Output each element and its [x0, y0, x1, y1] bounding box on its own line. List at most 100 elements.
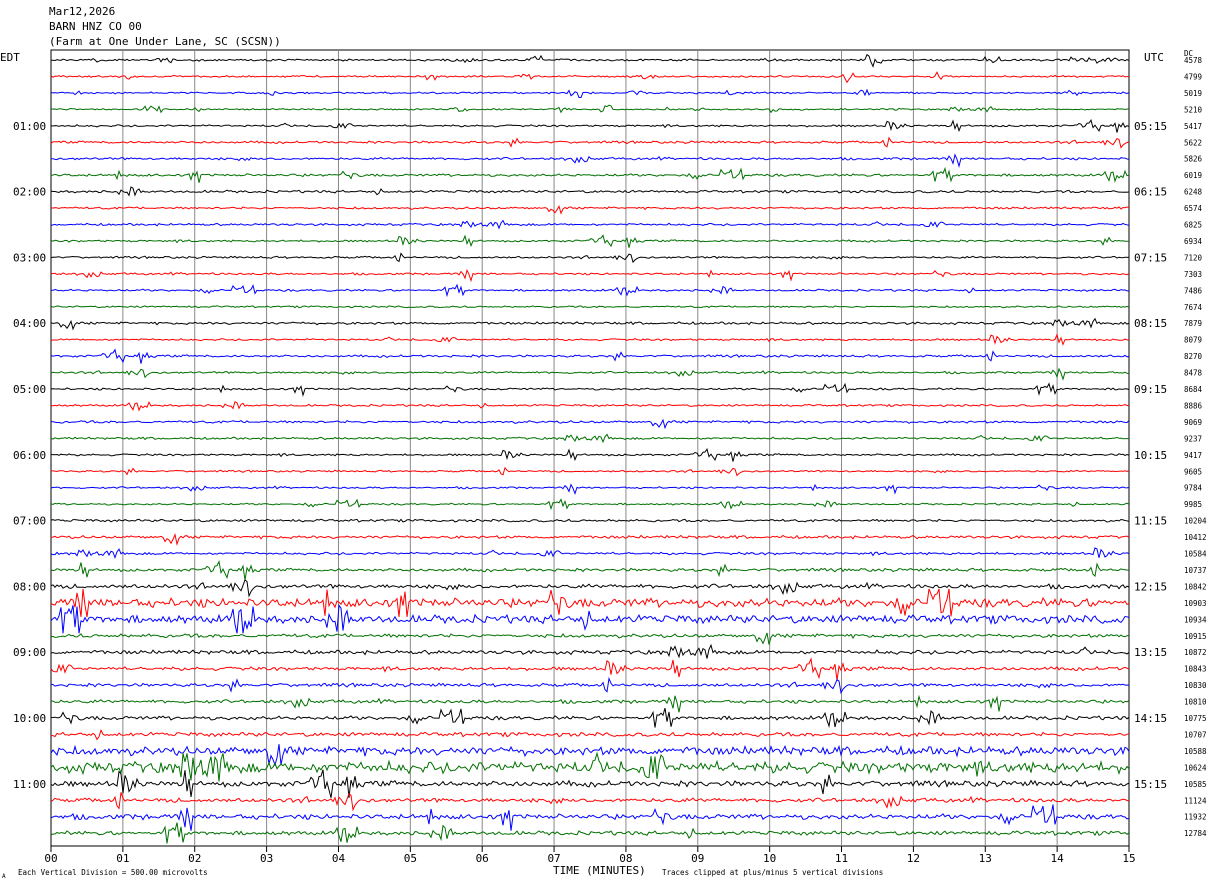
trace-line: [50, 588, 1130, 617]
trace-line: [50, 186, 1130, 197]
trace-dc-value: 5019: [1184, 89, 1202, 98]
trace-dc-value: 10843: [1184, 665, 1207, 674]
trace-dc-value: 10588: [1184, 747, 1207, 756]
trace-dc-value: 10775: [1184, 714, 1207, 723]
trace-dc-value: 9417: [1184, 451, 1202, 460]
trace-dc-value: 10903: [1184, 599, 1207, 608]
trace-dc-value: 5417: [1184, 122, 1202, 131]
trace-dc-value: 9069: [1184, 418, 1202, 427]
x-axis-label: TIME (MINUTES): [553, 864, 646, 877]
trace-line: [50, 547, 1130, 559]
trace-dc-value: 10934: [1184, 615, 1207, 624]
trace-dc-value: 4799: [1184, 72, 1202, 81]
edt-hour-label: 04:00: [13, 317, 46, 330]
trace-line: [50, 498, 1130, 511]
trace-dc-value: 10810: [1184, 698, 1207, 707]
trace-line: [50, 533, 1130, 546]
trace-dc-value: 5210: [1184, 105, 1203, 114]
trace-dc-value: 8886: [1184, 401, 1203, 410]
trace-dc-value: 9784: [1184, 484, 1203, 493]
x-tick-label: 01: [116, 852, 129, 865]
trace-line: [50, 518, 1130, 523]
utc-hour-label: 05:15: [1134, 120, 1167, 133]
trace-dc-value: 10915: [1184, 632, 1207, 641]
trace-dc-value: 6248: [1184, 188, 1203, 197]
trace-line: [50, 433, 1130, 444]
edt-hour-label: 08:00: [13, 580, 46, 593]
utc-hour-label: 07:15: [1134, 251, 1167, 264]
trace-line: [50, 657, 1130, 681]
trace-dc-value: 5826: [1184, 155, 1203, 164]
trace-dc-value: 4578: [1184, 56, 1203, 65]
trace-dc-value: 8270: [1184, 352, 1203, 361]
trace-dc-value: 9237: [1184, 434, 1202, 443]
trace-dc-value: 6825: [1184, 221, 1202, 230]
trace-dc-value: 8684: [1184, 385, 1203, 394]
dc-values: 4578 4799 5019 5210 5417 5622 5826 6019 6248 6574…: [1184, 56, 1207, 838]
clip-note: Traces clipped at plus/minus 5 vertical …: [662, 868, 883, 877]
edt-hour-label: 01:00: [13, 120, 46, 133]
edt-hour-label: 09:00: [13, 646, 46, 659]
trace-line: [50, 136, 1130, 149]
trace-line: [50, 728, 1130, 741]
trace-line: [51, 466, 1130, 477]
x-ticks: 00 01 02 03 04 05 06 07 08 09 10 11 12 13 14 15: [44, 846, 1136, 865]
trace-dc-value: 6019: [1184, 171, 1202, 180]
trace-dc-value: 5622: [1184, 138, 1202, 147]
grid-lines: [50, 49, 1130, 847]
dc-label: DC: [1184, 49, 1193, 58]
trace-dc-value: 10204: [1184, 517, 1207, 526]
utc-hour-label: 11:15: [1134, 515, 1167, 528]
utc-label: UTC: [1144, 51, 1164, 64]
trace-line: [50, 643, 1130, 659]
trace-line: [51, 448, 1130, 462]
plot-frame: [50, 49, 1130, 847]
trace-line: [50, 822, 1130, 844]
trace-line: [50, 119, 1130, 133]
edt-hour-labels: 01:00 02:00 03:00 04:00 05:00 06:00 07:00 08:00…: [13, 120, 46, 791]
trace-dc-value: 10872: [1184, 648, 1207, 657]
trace-line: [50, 707, 1130, 728]
trace-line: [50, 166, 1130, 183]
trace-line: [50, 676, 1130, 695]
trace-line: [50, 367, 1130, 381]
trace-line: [50, 751, 1130, 782]
edt-hour-label: 05:00: [13, 383, 46, 396]
trace-line: [51, 153, 1130, 168]
trace-line: [50, 283, 1130, 298]
trace-dc-value: 6574: [1184, 204, 1203, 213]
station-label: BARN HNZ CO 00: [49, 20, 142, 33]
trace-line: [50, 305, 1130, 309]
trace-line: [50, 744, 1130, 767]
scale-note: Each Vertical Division = 500.00 microvol…: [18, 868, 208, 877]
trace-line: [50, 268, 1130, 283]
x-tick-label: 12: [907, 852, 920, 865]
trace-dc-value: 8079: [1184, 336, 1202, 345]
trace-dc-value: 6934: [1184, 237, 1203, 246]
trace-line: [50, 804, 1130, 831]
date-label: Mar12,2026: [49, 5, 116, 18]
x-tick-label: 11: [835, 852, 848, 865]
x-tick-label: 03: [260, 852, 273, 865]
trace-line: [50, 317, 1130, 331]
trace-line: [50, 603, 1130, 634]
trace-dc-value: 10707: [1184, 730, 1207, 739]
x-tick-label: 00: [44, 852, 57, 865]
x-tick-label: 13: [979, 852, 992, 865]
edt-label: EDT: [0, 51, 20, 64]
trace-line: [50, 632, 1130, 645]
utc-hour-label: 14:15: [1134, 712, 1167, 725]
trace-line: [50, 579, 1130, 598]
x-tick-label: 05: [404, 852, 417, 865]
trace-line: [50, 219, 1130, 230]
trace-line: [50, 348, 1130, 364]
x-tick-label: 06: [476, 852, 489, 865]
x-tick-label: 10: [763, 852, 776, 865]
utc-hour-labels: 05:15 06:15 07:15 08:15 09:15 10:15 11:15 12:15…: [1134, 120, 1167, 791]
trace-dc-value: 10585: [1184, 780, 1207, 789]
edt-hour-label: 03:00: [13, 251, 46, 264]
x-tick-label: 15: [1122, 852, 1135, 865]
x-tick-label: 14: [1051, 852, 1065, 865]
trace-dc-value: 10412: [1184, 533, 1207, 542]
